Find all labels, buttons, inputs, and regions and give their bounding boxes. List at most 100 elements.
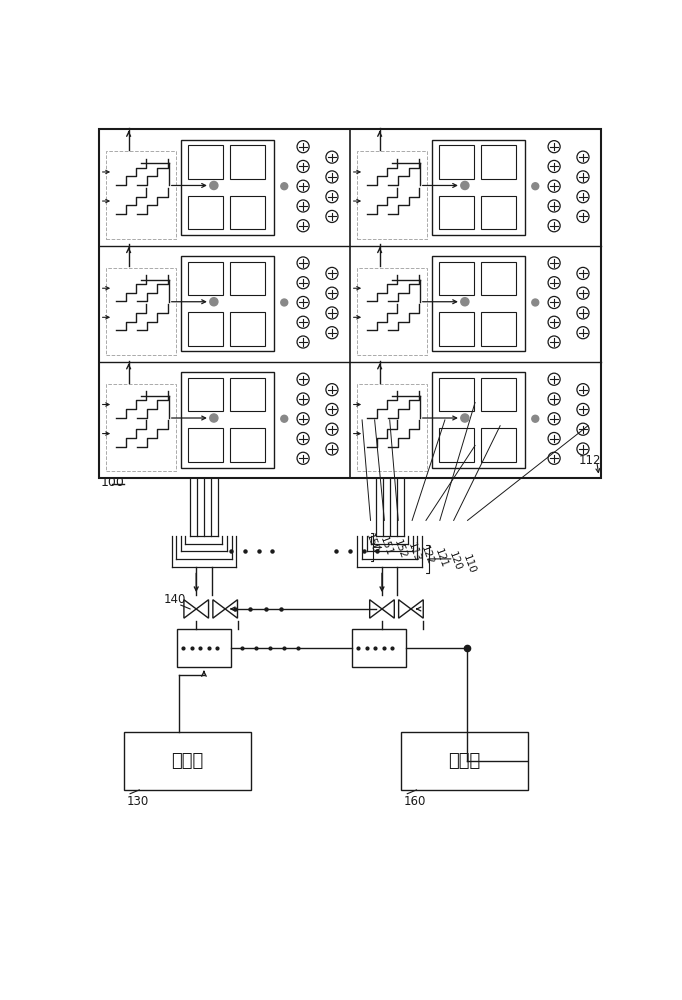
- Circle shape: [548, 180, 560, 192]
- Bar: [188, 428, 223, 462]
- Text: 160: 160: [404, 795, 426, 808]
- Circle shape: [297, 277, 309, 289]
- Bar: [481, 378, 516, 411]
- Circle shape: [461, 181, 469, 190]
- Circle shape: [297, 220, 309, 232]
- Circle shape: [577, 403, 589, 415]
- Bar: [188, 145, 223, 179]
- Circle shape: [548, 452, 560, 464]
- Circle shape: [577, 307, 589, 319]
- Circle shape: [548, 160, 560, 172]
- Text: 100: 100: [101, 476, 125, 489]
- Bar: [106, 151, 177, 239]
- Circle shape: [577, 210, 589, 222]
- Circle shape: [577, 151, 589, 163]
- Bar: [98, 129, 601, 478]
- Circle shape: [532, 183, 539, 190]
- Circle shape: [297, 141, 309, 153]
- Bar: [439, 428, 474, 462]
- Circle shape: [326, 403, 338, 415]
- Bar: [481, 312, 516, 346]
- Bar: [188, 196, 223, 229]
- Bar: [230, 262, 265, 295]
- Circle shape: [548, 336, 560, 348]
- Circle shape: [326, 171, 338, 183]
- Bar: [439, 312, 474, 346]
- Circle shape: [297, 336, 309, 348]
- Bar: [188, 378, 223, 411]
- Circle shape: [548, 316, 560, 328]
- Circle shape: [297, 393, 309, 405]
- Circle shape: [281, 299, 288, 306]
- Circle shape: [461, 414, 469, 422]
- Circle shape: [577, 267, 589, 279]
- Circle shape: [548, 373, 560, 385]
- Circle shape: [326, 423, 338, 435]
- Bar: [181, 140, 274, 235]
- Circle shape: [297, 200, 309, 212]
- Circle shape: [548, 220, 560, 232]
- Circle shape: [461, 298, 469, 306]
- Circle shape: [326, 210, 338, 222]
- Circle shape: [326, 267, 338, 279]
- Bar: [439, 145, 474, 179]
- Circle shape: [577, 191, 589, 203]
- Text: 151: 151: [378, 535, 394, 557]
- Bar: [481, 196, 516, 229]
- Bar: [481, 262, 516, 295]
- Bar: [432, 256, 525, 351]
- Bar: [439, 378, 474, 411]
- Circle shape: [281, 415, 288, 422]
- Circle shape: [326, 307, 338, 319]
- Text: 140: 140: [164, 593, 186, 606]
- Circle shape: [326, 384, 338, 396]
- Bar: [357, 384, 428, 471]
- Circle shape: [577, 171, 589, 183]
- Circle shape: [548, 141, 560, 153]
- Circle shape: [281, 183, 288, 190]
- Text: 压缩机: 压缩机: [171, 752, 203, 770]
- Circle shape: [297, 257, 309, 269]
- Bar: [177, 629, 231, 667]
- Circle shape: [548, 393, 560, 405]
- Circle shape: [548, 277, 560, 289]
- Circle shape: [297, 160, 309, 172]
- Circle shape: [210, 181, 218, 190]
- Bar: [432, 372, 525, 468]
- Bar: [230, 196, 265, 229]
- Text: 122: 122: [419, 544, 436, 566]
- Bar: [124, 732, 251, 790]
- Bar: [357, 268, 428, 355]
- Circle shape: [548, 413, 560, 425]
- Circle shape: [548, 296, 560, 309]
- Circle shape: [297, 413, 309, 425]
- Bar: [181, 256, 274, 351]
- Bar: [401, 732, 528, 790]
- Circle shape: [577, 423, 589, 435]
- Circle shape: [297, 452, 309, 464]
- Circle shape: [297, 373, 309, 385]
- Circle shape: [548, 257, 560, 269]
- Bar: [230, 145, 265, 179]
- Text: 112: 112: [579, 454, 602, 467]
- Circle shape: [297, 180, 309, 192]
- Text: 控制器: 控制器: [448, 752, 480, 770]
- Bar: [188, 262, 223, 295]
- Circle shape: [326, 327, 338, 339]
- Circle shape: [326, 287, 338, 299]
- Bar: [481, 428, 516, 462]
- Circle shape: [577, 384, 589, 396]
- Circle shape: [297, 296, 309, 309]
- Text: 130: 130: [126, 795, 149, 808]
- Circle shape: [532, 299, 539, 306]
- Text: 113: 113: [406, 541, 421, 563]
- Text: 121: 121: [433, 547, 449, 569]
- Bar: [432, 140, 525, 235]
- Text: 152: 152: [391, 538, 408, 560]
- Bar: [357, 151, 428, 239]
- Bar: [352, 629, 406, 667]
- Bar: [106, 384, 177, 471]
- Circle shape: [326, 443, 338, 455]
- Bar: [181, 372, 274, 468]
- Circle shape: [326, 191, 338, 203]
